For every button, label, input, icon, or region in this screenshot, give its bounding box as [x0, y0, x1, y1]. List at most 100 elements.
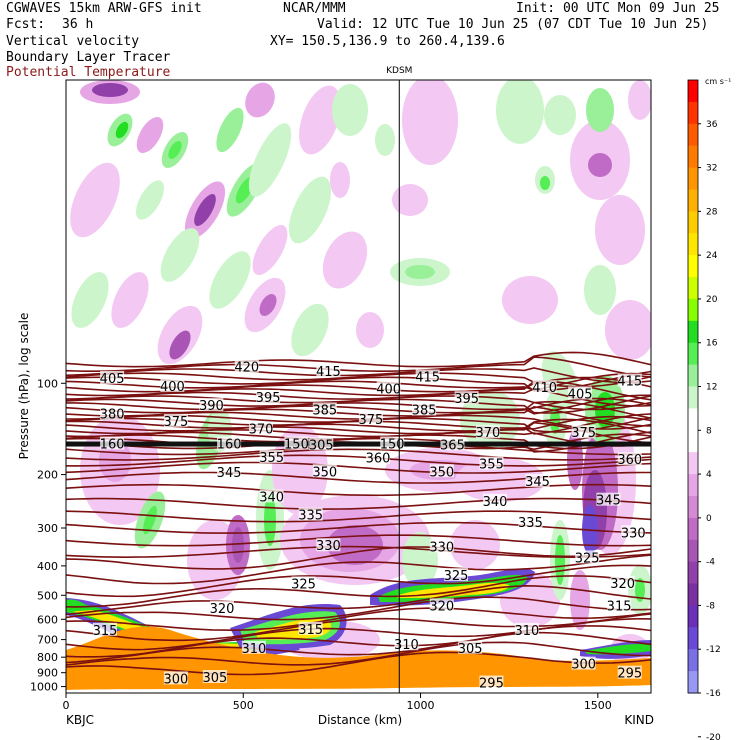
isentrope-label: 150	[284, 436, 309, 453]
isentrope-label-bg	[298, 507, 323, 521]
isentrope-label-text: 415	[415, 371, 440, 386]
colorbar-tick-label: 0	[706, 514, 712, 524]
isentrope-label-text: 395	[454, 392, 479, 407]
x-tick-label: 500	[233, 699, 254, 712]
colorbar-swatch	[688, 474, 698, 497]
colorbar-swatch	[688, 80, 698, 103]
isentrope-label-bg	[429, 539, 454, 553]
colorbar-swatch	[688, 320, 698, 344]
isentrope-line	[66, 356, 651, 378]
isentrope-label: 350	[312, 464, 337, 480]
isentrope-label-bg	[617, 452, 642, 466]
isentrope-label: 355	[479, 456, 504, 473]
isentrope-label-bg	[256, 390, 281, 404]
isentrope-label-bg	[415, 369, 440, 383]
x-tick-label: 1000	[407, 699, 435, 712]
isentrope-label-bg	[163, 413, 188, 427]
isentrope-label-text: 295	[479, 677, 504, 692]
isentrope-label-bg	[525, 474, 550, 488]
isentrope-label-text: 420	[234, 360, 259, 375]
isentrope-label-text: 330	[429, 540, 454, 555]
y-tick-label: 200	[37, 469, 58, 482]
isentrope-label: 360	[366, 450, 390, 467]
isentrope-label: 370	[475, 425, 500, 441]
org-label: NCAR/MMM	[283, 1, 346, 16]
isentrope-label-text: 330	[621, 526, 646, 541]
isentrope-label-text: 325	[291, 577, 316, 592]
isentrope-label-text: 305	[309, 438, 334, 453]
colorbar-swatch	[688, 233, 698, 256]
upper-wave-pattern	[70, 80, 651, 365]
isentrope-label-text: 325	[575, 551, 600, 566]
isentrope-line	[66, 483, 651, 497]
x-tick-label: 1500	[584, 699, 612, 712]
isentrope-label: 330	[316, 538, 341, 554]
isentrope-label: 360	[617, 452, 642, 468]
colorbar-swatch	[688, 211, 698, 234]
colorbar-tick-label: -8	[706, 601, 715, 611]
isentrope-label-text: 415	[316, 365, 341, 380]
isentrope-label: 405	[568, 386, 593, 402]
isentrope-label: 375	[163, 413, 188, 430]
colorbar-swatch	[688, 649, 698, 672]
isentrope-label: 400	[376, 381, 401, 397]
isentrope-label-bg	[241, 640, 266, 654]
isentrope-label-text: 410	[532, 381, 557, 396]
colorbar-swatch	[688, 364, 698, 388]
colorbar-tick-label: -4	[706, 558, 715, 568]
isentrope-line	[66, 510, 651, 523]
isentrope-label: 375	[571, 425, 596, 441]
isentrope-label-bg	[202, 670, 227, 684]
isentrope-label-text: 320	[210, 602, 235, 617]
isentrope-label: 415	[415, 369, 440, 386]
isentrope-label: 395	[256, 390, 281, 406]
isentrope-label: 345	[525, 474, 550, 490]
colorbar-tick-label: 36	[706, 120, 718, 130]
isentrope-label-text: 315	[298, 623, 323, 638]
kdsm-marker-label: KDSM	[386, 66, 412, 76]
isentrope-label-bg	[394, 637, 419, 651]
isentrope-label-text: 385	[412, 403, 437, 418]
isentrope-line	[66, 367, 651, 384]
y-tick-label: 900	[37, 667, 58, 680]
isentrope-label: 310	[514, 622, 539, 639]
isentrope-line	[66, 471, 651, 484]
isentrope-line	[66, 397, 651, 414]
colorbar-tick-label: 28	[706, 207, 718, 217]
isentrope-label-bg	[610, 575, 635, 589]
isentrope-label: 295	[479, 675, 504, 692]
y-tick-label: 700	[37, 634, 58, 647]
isentrope-label-bg	[479, 675, 504, 689]
isentrope-label-text: 345	[596, 494, 621, 509]
isentrope-label: 390	[199, 398, 224, 414]
isentropes	[66, 351, 651, 676]
colorbar-swatch	[688, 517, 698, 541]
isentrope-label-bg	[100, 436, 125, 450]
isentrope-label: 320	[429, 598, 454, 614]
colorbar-swatch	[688, 561, 698, 585]
isentrope-label-bg	[617, 665, 642, 679]
colorbar-unit: cm s⁻¹	[705, 77, 731, 86]
isentrope-label-bg	[444, 568, 468, 582]
isentrope-label-text: 395	[256, 391, 281, 406]
colorbar-tick-label: 24	[706, 251, 718, 261]
isentrope-label-text: 415	[617, 375, 642, 390]
isentrope-label: 320	[610, 575, 635, 592]
isentrope-line	[66, 607, 651, 632]
isentrope-label-text: 370	[475, 426, 500, 441]
colorbar-swatch	[688, 408, 698, 431]
isentrope-label: 335	[518, 515, 543, 531]
isentrope-line	[66, 461, 651, 474]
isentrope-line	[66, 554, 651, 585]
y-tick-label: 1000	[30, 681, 58, 694]
isentrope-label: 415	[316, 363, 341, 380]
isentrope-label: 405	[100, 370, 125, 387]
isentrope-label: 410	[532, 380, 557, 396]
colorbar-swatch	[688, 298, 698, 322]
colorbar-swatch	[688, 189, 698, 212]
colorbar-swatch	[688, 167, 698, 191]
isentrope-label-text: 340	[259, 490, 284, 505]
isentrope-label-bg	[571, 425, 596, 439]
colorbar-tick-label: -16	[706, 689, 721, 699]
